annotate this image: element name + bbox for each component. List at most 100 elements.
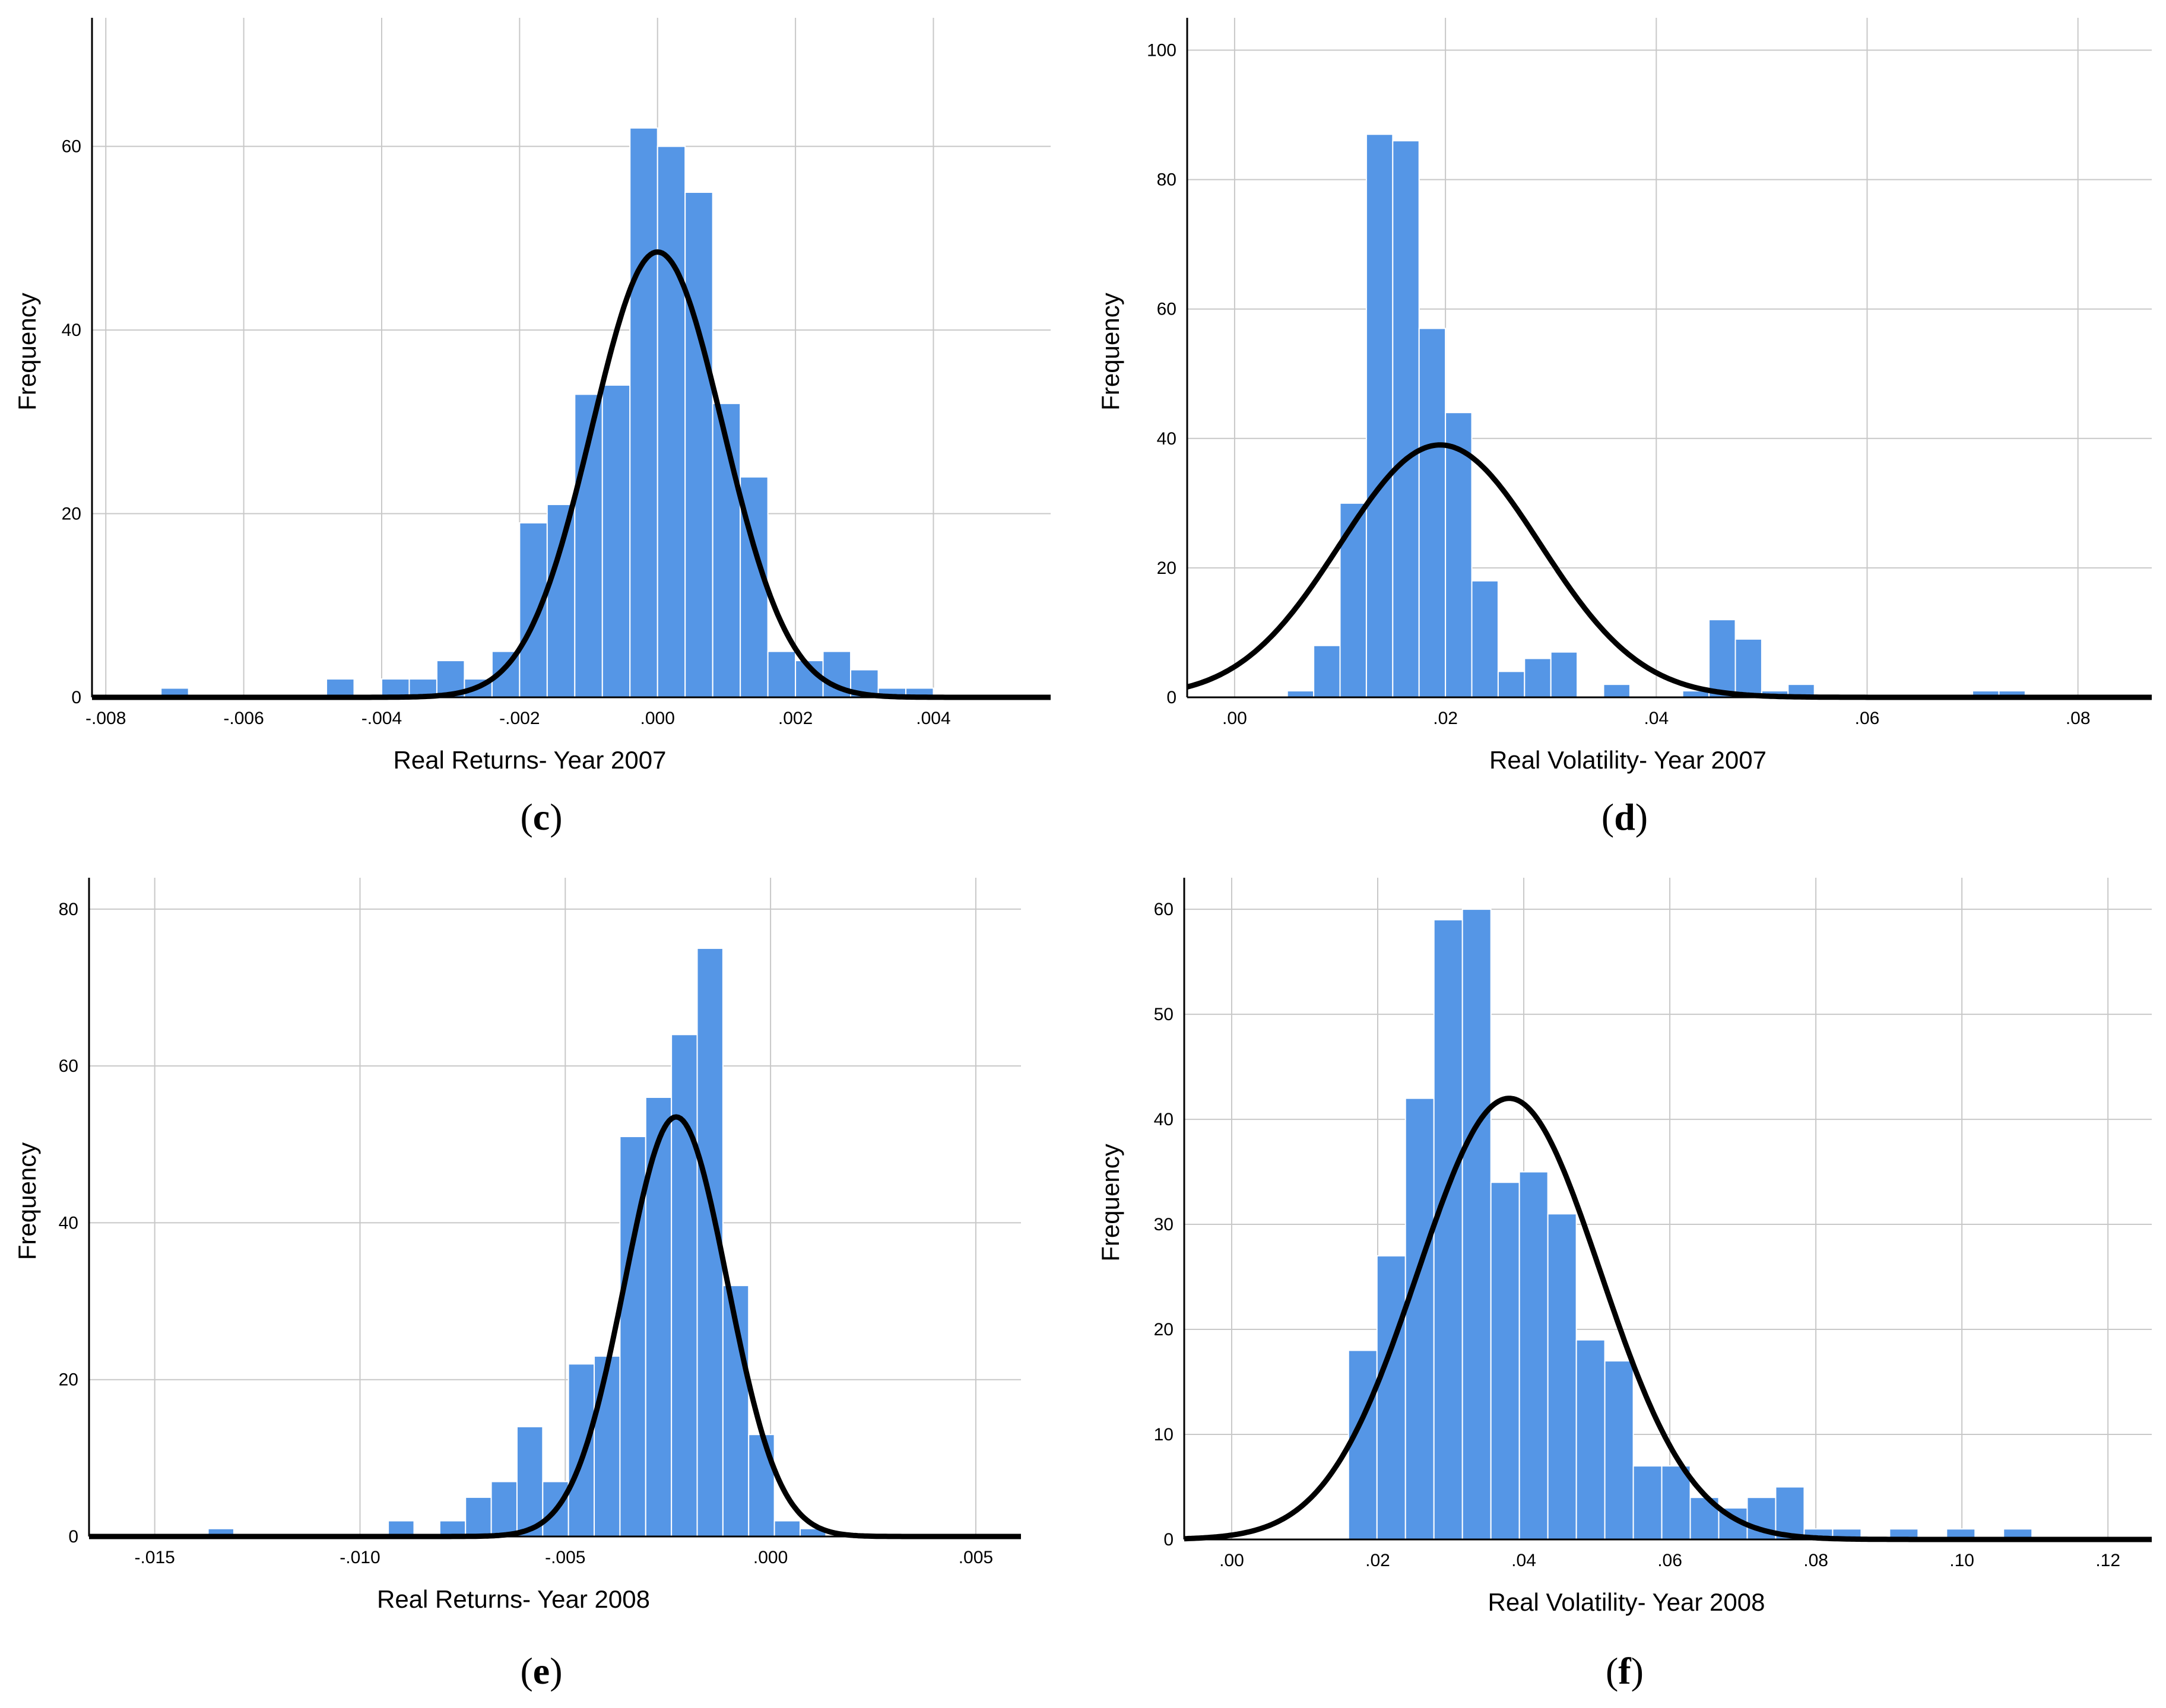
histogram-bar	[601, 384, 631, 698]
x-tick-label: .000	[640, 709, 675, 728]
panel-label-f: (f)	[1606, 1650, 1644, 1692]
histogram-bar	[1632, 1465, 1663, 1540]
histogram-bar	[546, 504, 576, 698]
histogram-bar	[748, 1434, 775, 1538]
y-tick-label: 80	[1157, 170, 1176, 190]
x-tick-label: .002	[778, 709, 813, 728]
histogram-bar	[684, 191, 713, 698]
y-tick-label: 0	[71, 688, 81, 707]
histogram-bar	[1339, 502, 1367, 698]
x-tick-label: -.010	[340, 1548, 380, 1567]
normal-curve	[88, 1114, 1022, 1539]
x-tick-label: .04	[1644, 709, 1669, 728]
histogram-bar	[516, 1426, 544, 1537]
histogram-bar	[594, 1355, 621, 1537]
x-tick-label: -.008	[85, 709, 126, 728]
histogram-bar	[1661, 1465, 1691, 1540]
histogram-bar	[1433, 919, 1463, 1540]
x-tick-label: .10	[1949, 1551, 1974, 1570]
histogram-bar	[1708, 619, 1736, 698]
histogram-bar	[1524, 658, 1552, 698]
y-axis-label: Frequency	[1096, 1144, 1124, 1261]
panel-f: .00 .02 .04 .06 .08 .10 .12 0 10 20 30 40 50 60 Real V…	[1083, 854, 2166, 1708]
x-tick-label: .00	[1219, 1551, 1244, 1570]
normal-curve	[1186, 442, 2152, 700]
y-tick-label: 40	[62, 320, 81, 340]
x-tick-label: .06	[1855, 709, 1880, 728]
x-tick-label: -.015	[134, 1548, 175, 1567]
y-tick-label: 100	[1147, 41, 1176, 61]
bars	[160, 127, 934, 699]
y-axis-label: Frequency	[1096, 293, 1124, 410]
histogram-bar	[629, 127, 658, 699]
x-tick-label: .06	[1657, 1551, 1682, 1570]
histogram-bar	[1313, 645, 1341, 699]
x-tick-label: .12	[2095, 1551, 2120, 1570]
histogram-bar	[696, 947, 724, 1537]
x-tick-label: -.002	[499, 709, 540, 728]
x-tick-label: .08	[1803, 1551, 1828, 1570]
y-tick-label: 20	[1154, 1320, 1174, 1339]
y-tick-label: 50	[1154, 1005, 1174, 1024]
x-tick-label: .000	[753, 1548, 788, 1567]
y-tick-label: 30	[1154, 1215, 1174, 1234]
histogram-bar	[519, 522, 548, 698]
histogram-bar	[490, 1481, 518, 1537]
x-axis-label: Real Volatility- Year 2007	[1489, 746, 1767, 774]
histogram-bar	[1347, 1350, 1378, 1541]
histogram-bar	[1445, 412, 1473, 698]
panel-label-c: (c)	[520, 796, 563, 838]
histogram-bar	[567, 1363, 595, 1537]
x-tick-label: -.004	[361, 709, 402, 728]
x-axis-label: Real Volatility- Year 2008	[1488, 1588, 1765, 1616]
x-tick-label: .004	[916, 709, 950, 728]
y-axis-label: Frequency	[13, 1142, 41, 1260]
y-tick-label: 20	[62, 504, 81, 524]
panel-label-e: (e)	[520, 1650, 563, 1692]
normal-curve	[1184, 1096, 2152, 1542]
panel-label-d: (d)	[1601, 796, 1648, 838]
x-tick-label: .02	[1365, 1551, 1390, 1570]
y-tick-label: 0	[1166, 688, 1176, 707]
gridlines	[1184, 878, 2152, 1539]
histogram-bar	[1550, 651, 1578, 698]
histogram-bar	[1604, 1360, 1634, 1541]
y-tick-label: 80	[59, 900, 78, 919]
histogram-bar	[1497, 671, 1526, 699]
bars	[207, 947, 827, 1538]
y-tick-label: 0	[68, 1527, 78, 1547]
x-tick-label: .005	[959, 1548, 993, 1567]
normal-curve	[91, 249, 1051, 700]
x-tick-label: .08	[2066, 709, 2091, 728]
histogram-bar	[1286, 690, 1315, 698]
histogram-bar	[465, 1496, 492, 1538]
gridlines	[1187, 18, 2152, 697]
histogram-e: -.015 -.010 -.005 .000 .005 0 20 40 60 80 Real Ret…	[13, 878, 1022, 1613]
panel-d: .00 .02 .04 .06 .08 0 20 40 60 80 100 Real Volatili…	[1083, 0, 2166, 854]
histogram-bar	[1404, 1097, 1435, 1540]
histogram-bar	[657, 145, 686, 698]
x-axis-label: Real Returns- Year 2008	[377, 1585, 650, 1613]
y-axis-label: Frequency	[13, 293, 41, 410]
histogram-bar	[1376, 1255, 1406, 1541]
y-tick-label: 20	[59, 1370, 78, 1390]
histogram-bar	[1461, 909, 1492, 1541]
histogram-d: .00 .02 .04 .06 .08 0 20 40 60 80 100 Real Volatili…	[1096, 18, 2152, 774]
x-tick-label: .04	[1511, 1551, 1536, 1570]
x-tick-label: .02	[1433, 709, 1458, 728]
panel-c: -.008 -.006 -.004 -.002 .000 .002 .004 0 20 40 60 R…	[0, 0, 1083, 854]
x-tick-label: .00	[1222, 709, 1247, 728]
y-tick-label: 40	[1157, 429, 1176, 449]
x-tick-label: -.006	[223, 709, 264, 728]
histogram-bar	[1471, 580, 1499, 699]
x-tick-label: -.005	[545, 1548, 585, 1567]
histogram-bar	[1603, 684, 1631, 698]
histogram-bar	[1775, 1486, 1805, 1540]
histogram-c: -.008 -.006 -.004 -.002 .000 .002 .004 0 20 40 60 R…	[13, 18, 1051, 774]
histogram-bar	[1575, 1339, 1606, 1540]
y-tick-label: 0	[1163, 1530, 1174, 1550]
histogram-bar	[1490, 1182, 1520, 1540]
y-tick-label: 60	[59, 1056, 78, 1076]
histogram-bar	[1518, 1171, 1549, 1540]
